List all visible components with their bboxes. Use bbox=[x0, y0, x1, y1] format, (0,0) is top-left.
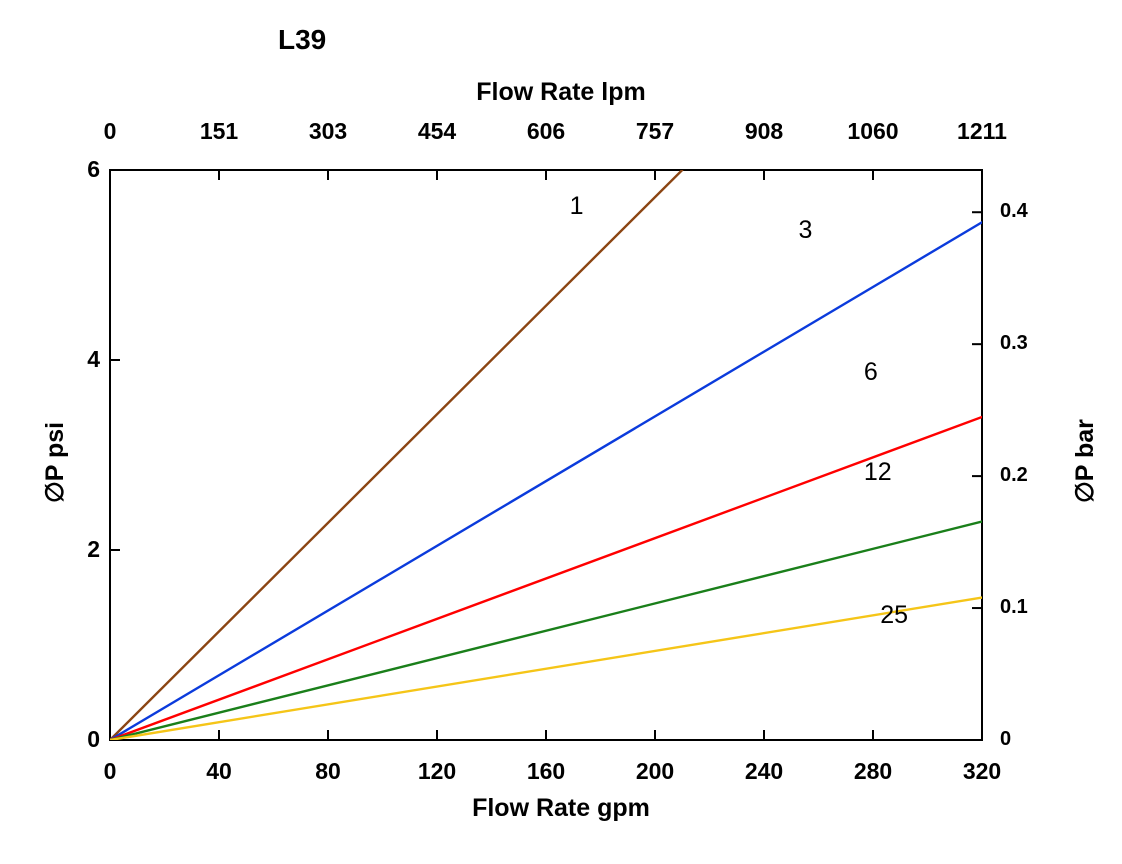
series-label-1: 1 bbox=[570, 192, 584, 221]
y-left-tick-6: 6 bbox=[60, 156, 100, 183]
x-bottom-tick-160: 160 bbox=[496, 758, 596, 785]
chart-title: L39 bbox=[278, 24, 326, 56]
y-right-axis-label: ∅P bar bbox=[1070, 419, 1100, 503]
y-right-tick-0.3: 0.3 bbox=[1000, 332, 1028, 355]
x-bottom-tick-280: 280 bbox=[823, 758, 923, 785]
series-label-12: 12 bbox=[864, 458, 892, 487]
series-line-3 bbox=[110, 222, 982, 740]
x-top-tick-0: 0 bbox=[60, 118, 160, 145]
x-top-tick-454: 454 bbox=[387, 118, 487, 145]
series-line-6 bbox=[110, 417, 982, 740]
plot-frame bbox=[110, 170, 982, 740]
y-left-axis-label: ∅P psi bbox=[40, 422, 70, 503]
series-line-12 bbox=[110, 522, 982, 741]
x-top-tick-1211: 1211 bbox=[932, 118, 1032, 145]
x-bottom-tick-0: 0 bbox=[60, 758, 160, 785]
y-left-tick-0: 0 bbox=[60, 726, 100, 753]
x-top-tick-757: 757 bbox=[605, 118, 705, 145]
x-top-tick-606: 606 bbox=[496, 118, 596, 145]
y-right-tick-0.1: 0.1 bbox=[1000, 596, 1028, 619]
x-top-tick-303: 303 bbox=[278, 118, 378, 145]
x-bottom-axis-label: Flow Rate gpm bbox=[0, 794, 1122, 823]
x-bottom-tick-200: 200 bbox=[605, 758, 705, 785]
y-left-tick-4: 4 bbox=[60, 346, 100, 373]
x-top-axis-label: Flow Rate lpm bbox=[0, 78, 1122, 107]
x-top-tick-1060: 1060 bbox=[823, 118, 923, 145]
y-right-tick-0.2: 0.2 bbox=[1000, 464, 1028, 487]
series-label-3: 3 bbox=[799, 216, 813, 245]
x-bottom-tick-40: 40 bbox=[169, 758, 269, 785]
x-bottom-tick-120: 120 bbox=[387, 758, 487, 785]
y-right-tick-0.4: 0.4 bbox=[1000, 200, 1028, 223]
series-label-6: 6 bbox=[864, 358, 878, 387]
x-bottom-tick-240: 240 bbox=[714, 758, 814, 785]
x-top-tick-151: 151 bbox=[169, 118, 269, 145]
x-top-tick-908: 908 bbox=[714, 118, 814, 145]
y-left-tick-2: 2 bbox=[60, 536, 100, 563]
x-bottom-tick-320: 320 bbox=[932, 758, 1032, 785]
y-right-tick-0: 0 bbox=[1000, 728, 1011, 751]
series-label-25: 25 bbox=[880, 601, 908, 630]
x-bottom-tick-80: 80 bbox=[278, 758, 378, 785]
chart-container: L39Flow Rate lpm015130345460675790810601… bbox=[0, 0, 1122, 864]
series-line-1 bbox=[110, 170, 682, 740]
series-line-25 bbox=[110, 598, 982, 741]
